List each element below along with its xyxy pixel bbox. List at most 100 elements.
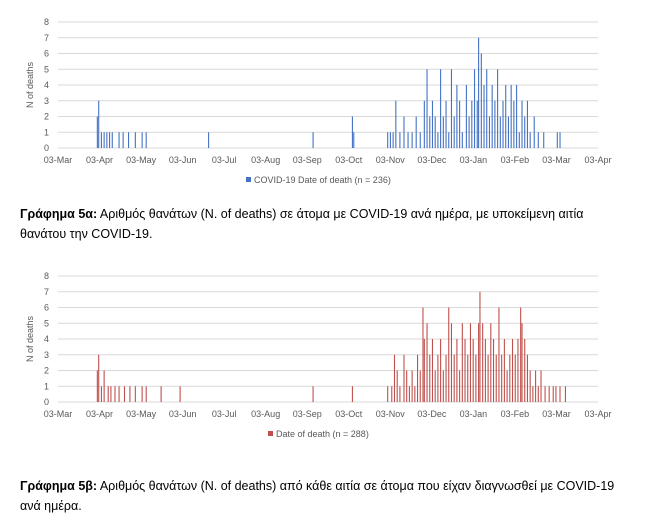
bar bbox=[351, 386, 353, 402]
x-tick-label: 03-Apr bbox=[86, 409, 113, 419]
bar bbox=[387, 132, 389, 148]
bar bbox=[464, 339, 466, 402]
x-tick-label: 03-Jul bbox=[212, 155, 237, 165]
x-tick-label: 03-Apr bbox=[86, 155, 113, 165]
bar bbox=[459, 100, 461, 148]
bar bbox=[134, 132, 136, 148]
y-tick-label: 8 bbox=[44, 17, 49, 27]
bar bbox=[411, 132, 413, 148]
bar bbox=[479, 291, 481, 402]
bar bbox=[429, 354, 431, 402]
bar bbox=[408, 386, 410, 402]
bar bbox=[521, 323, 523, 402]
bar bbox=[353, 132, 355, 148]
bar bbox=[399, 386, 401, 402]
bar bbox=[514, 354, 516, 402]
bar bbox=[497, 69, 499, 148]
x-tick-label: 03-Feb bbox=[501, 155, 530, 165]
legend-label: COVID-19 Date of death (n = 236) bbox=[254, 175, 391, 185]
bar bbox=[559, 132, 561, 148]
bar bbox=[442, 370, 444, 402]
bar bbox=[499, 116, 501, 148]
bar bbox=[208, 132, 210, 148]
bar bbox=[98, 100, 100, 148]
x-tick-label: 03-Jan bbox=[460, 155, 488, 165]
legend-swatch bbox=[268, 431, 273, 436]
bar bbox=[453, 116, 455, 148]
bar bbox=[487, 354, 489, 402]
bar bbox=[492, 339, 495, 402]
bar bbox=[429, 116, 431, 148]
bar bbox=[141, 132, 143, 148]
y-tick-label: 7 bbox=[44, 287, 49, 297]
bar bbox=[516, 85, 518, 148]
bar bbox=[145, 386, 147, 402]
bar bbox=[403, 354, 405, 402]
bar bbox=[423, 339, 425, 402]
bar bbox=[416, 354, 419, 402]
x-tick-label: 03-Feb bbox=[501, 409, 530, 419]
bar bbox=[426, 69, 428, 148]
x-tick-label: 03-Dec bbox=[417, 409, 447, 419]
bar bbox=[459, 370, 461, 402]
y-tick-label: 1 bbox=[44, 127, 49, 137]
bar bbox=[442, 116, 444, 148]
y-tick-label: 5 bbox=[44, 64, 49, 74]
y-tick-label: 5 bbox=[44, 318, 49, 328]
bar bbox=[472, 339, 474, 402]
bar bbox=[564, 386, 566, 402]
y-tick-label: 4 bbox=[44, 80, 49, 90]
bar bbox=[423, 100, 425, 148]
bar bbox=[537, 386, 539, 402]
bar bbox=[312, 132, 314, 148]
x-tick-label: 03-Aug bbox=[251, 409, 280, 419]
bar bbox=[482, 323, 484, 402]
chart-svg: 0 1 2 3 4 5 6 7 8 03-Mar 03-Apr 03-May 03-Jun 03-Jul 0… bbox=[25, 271, 612, 439]
x-tick-label: 03-May bbox=[126, 155, 157, 165]
bar bbox=[518, 132, 520, 148]
bar bbox=[469, 323, 472, 402]
bar bbox=[419, 370, 421, 402]
bar bbox=[529, 132, 531, 148]
bar bbox=[437, 354, 439, 402]
bar bbox=[453, 354, 455, 402]
caption-text: Αριθμός θανάτων (N. of deaths) σε άτομα … bbox=[20, 207, 584, 241]
bar bbox=[445, 100, 447, 148]
y-tick-label: 3 bbox=[44, 350, 49, 360]
bar bbox=[434, 370, 436, 402]
legend-swatch bbox=[246, 177, 251, 182]
bar bbox=[468, 116, 470, 148]
bar bbox=[505, 85, 507, 148]
bar bbox=[456, 85, 458, 148]
bar bbox=[403, 116, 405, 148]
x-tick-label: 03-Dec bbox=[417, 155, 447, 165]
x-tick-label: 03-Jun bbox=[169, 409, 197, 419]
bar bbox=[396, 370, 398, 402]
bar bbox=[450, 323, 453, 402]
bar bbox=[498, 307, 500, 402]
x-tick-label: 03-Oct bbox=[335, 409, 363, 419]
bar bbox=[484, 339, 486, 402]
x-tick-label: 03-Apr bbox=[584, 155, 611, 165]
bar bbox=[559, 386, 561, 402]
bar bbox=[532, 386, 534, 402]
bar bbox=[478, 37, 480, 148]
bar bbox=[179, 386, 181, 402]
bar bbox=[510, 85, 512, 148]
legend-label: Date of death (n = 288) bbox=[276, 429, 369, 439]
bar bbox=[392, 132, 394, 148]
bar bbox=[107, 386, 109, 402]
bar bbox=[391, 386, 393, 402]
bar bbox=[540, 370, 542, 402]
bar bbox=[440, 69, 442, 148]
bar bbox=[502, 100, 504, 148]
bar bbox=[535, 370, 537, 402]
y-tick-label: 0 bbox=[44, 397, 49, 407]
bar bbox=[109, 132, 111, 148]
caption-5b: Γράφημα 5β: Αριθμός θανάτων (N. of death… bbox=[20, 476, 632, 516]
chart-5a: 0 1 2 3 4 5 6 7 8 03-Mar 03-Apr 03-May 03-Jun 03-Jul 0… bbox=[0, 8, 653, 188]
bar bbox=[544, 386, 546, 402]
bar bbox=[473, 69, 476, 148]
y-tick-label: 8 bbox=[44, 271, 49, 281]
bar bbox=[556, 132, 558, 148]
